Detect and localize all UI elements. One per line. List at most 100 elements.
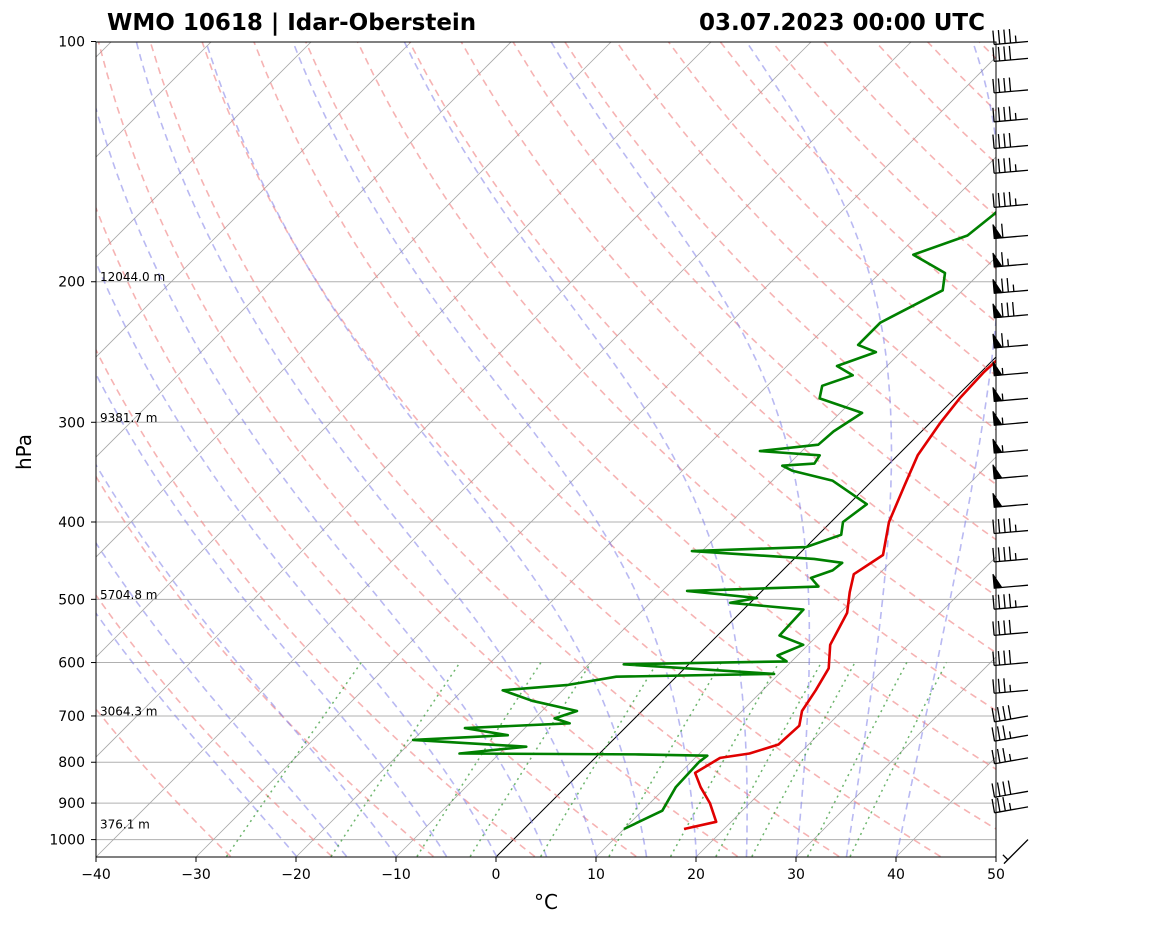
wind-barb bbox=[992, 29, 1029, 46]
x-tick-label: 40 bbox=[887, 867, 905, 883]
moist-adiabat bbox=[96, 260, 498, 857]
isotherm-gridline bbox=[96, 42, 412, 358]
dry-adiabat bbox=[408, 42, 996, 654]
dry-adiabat bbox=[96, 206, 637, 857]
x-tick-label: −10 bbox=[381, 867, 411, 883]
wind-barb bbox=[992, 191, 1029, 209]
x-tick-label: 20 bbox=[687, 867, 705, 883]
x-tick-label: 10 bbox=[587, 867, 605, 883]
x-tick-label: 30 bbox=[787, 867, 805, 883]
isotherm-gridline bbox=[696, 556, 996, 857]
height-labels: 12044.0 m 9381.7 m 5704.8 m 3064.3 m 376.1 m bbox=[100, 270, 165, 831]
wind-barb bbox=[992, 678, 1029, 694]
mixing-ratio-line bbox=[540, 662, 658, 857]
dry-adiabat bbox=[201, 42, 941, 857]
dry-adiabat bbox=[304, 42, 996, 771]
y-tick-label: 700 bbox=[58, 709, 85, 725]
dry-adiabat bbox=[615, 42, 996, 431]
mixing-ratio-line bbox=[416, 662, 542, 857]
moist-adiabat bbox=[403, 42, 748, 857]
y-tick-label: 100 bbox=[58, 35, 85, 51]
chart-gridlines bbox=[96, 42, 996, 857]
y-tick-label: 600 bbox=[58, 656, 85, 672]
isotherm-gridline bbox=[96, 42, 612, 558]
moist-adiabats bbox=[96, 42, 996, 857]
wind-barbs bbox=[991, 29, 1029, 865]
y-tick-label: 300 bbox=[58, 415, 85, 431]
wind-barb bbox=[992, 518, 1029, 535]
wind-barb bbox=[992, 333, 1029, 349]
isotherm-gridline bbox=[196, 56, 996, 857]
wind-barb bbox=[991, 780, 1029, 798]
wind-barb bbox=[992, 223, 1029, 240]
y-tick-label: 900 bbox=[58, 796, 85, 812]
height-label: 5704.8 m bbox=[100, 588, 158, 602]
isotherm-zero bbox=[496, 356, 996, 857]
wind-barb bbox=[1002, 839, 1029, 865]
height-label: 9381.7 m bbox=[100, 411, 158, 425]
mixing-ratio-line bbox=[225, 662, 362, 857]
wind-barb bbox=[992, 252, 1029, 268]
chart-title-station: WMO 10618 | Idar-Oberstein bbox=[107, 10, 476, 36]
wind-barb bbox=[992, 619, 1029, 636]
y-tick-label: 400 bbox=[58, 515, 85, 531]
dry-adiabat bbox=[97, 42, 739, 857]
dry-adiabat bbox=[149, 42, 840, 857]
isotherm-gridline bbox=[396, 256, 996, 857]
dry-adiabat bbox=[96, 348, 536, 857]
moist-adiabat bbox=[96, 372, 448, 857]
moist-adiabat bbox=[135, 42, 598, 857]
y-tick-label: 500 bbox=[58, 592, 85, 608]
x-tick-label: 50 bbox=[987, 867, 1005, 883]
moist-adiabat bbox=[96, 541, 348, 857]
dewpoint-profile bbox=[411, 210, 996, 831]
moist-adiabat bbox=[205, 42, 648, 857]
wind-barb bbox=[992, 45, 1029, 63]
wind-barb bbox=[992, 464, 1029, 480]
moist-adiabat bbox=[745, 42, 893, 857]
isotherm-gridline bbox=[96, 42, 712, 658]
sounding-profiles bbox=[411, 210, 996, 831]
wind-barb bbox=[992, 302, 1029, 319]
y-axis-label: hPa bbox=[12, 434, 36, 470]
y-tick-label: 800 bbox=[58, 755, 85, 771]
x-axis-ticks: −40 −30 −20 −10 0 10 20 30 40 50 bbox=[81, 857, 1005, 883]
dry-adiabat bbox=[460, 42, 996, 597]
wind-barb bbox=[992, 593, 1029, 610]
isotherm-gridline bbox=[96, 42, 812, 758]
wind-barb bbox=[991, 725, 1029, 742]
x-tick-label: −20 bbox=[281, 867, 311, 883]
wind-barb bbox=[991, 747, 1029, 765]
y-axis-ticks: 100 200 300 400 500 600 700 800 900 1000 bbox=[49, 35, 96, 849]
x-tick-label: −30 bbox=[181, 867, 211, 883]
wind-barb bbox=[992, 133, 1029, 150]
wind-barb bbox=[992, 411, 1029, 426]
mixing-ratio-line bbox=[669, 662, 780, 857]
wind-barb bbox=[992, 361, 1029, 377]
x-tick-label: −40 bbox=[81, 867, 111, 883]
isotherm-gridline bbox=[296, 156, 996, 857]
chart-title-datetime: 03.07.2023 00:00 UTC bbox=[699, 10, 985, 36]
dry-adiabat bbox=[563, 42, 996, 486]
wind-barb bbox=[992, 546, 1029, 563]
mixing-ratio-line bbox=[330, 662, 461, 857]
y-tick-label: 1000 bbox=[49, 833, 85, 849]
height-label: 376.1 m bbox=[100, 818, 150, 832]
moist-adiabat bbox=[96, 611, 298, 857]
isotherm-gridline bbox=[96, 42, 512, 458]
moist-adiabat bbox=[96, 463, 398, 857]
height-label: 3064.3 m bbox=[100, 704, 158, 718]
isotherm-gridline bbox=[96, 42, 312, 258]
height-label: 12044.0 m bbox=[100, 270, 165, 284]
moist-adiabat bbox=[292, 42, 698, 857]
isotherm-gridline bbox=[96, 42, 912, 857]
wind-barb bbox=[992, 106, 1029, 123]
isotherm-gridline bbox=[596, 456, 996, 857]
mixing-ratio-lines bbox=[225, 662, 948, 857]
wind-barb bbox=[992, 77, 1029, 94]
dry-adiabat bbox=[356, 42, 996, 712]
wind-barb bbox=[992, 387, 1029, 402]
wind-barb bbox=[991, 796, 1029, 814]
